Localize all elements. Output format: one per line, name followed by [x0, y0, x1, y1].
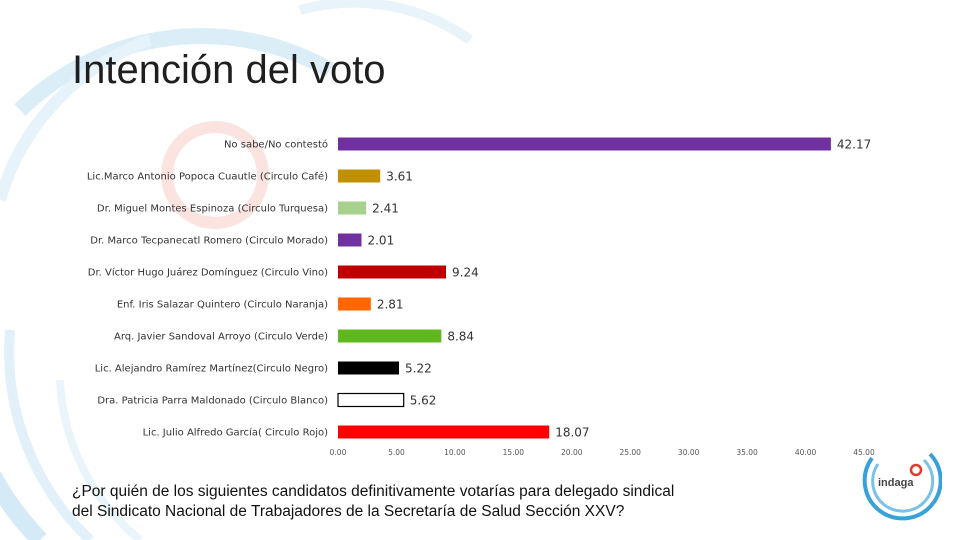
- x-tick-label: 40.00: [795, 448, 817, 457]
- category-label: Dr. Víctor Hugo Juárez Domínguez (Circul…: [88, 267, 328, 279]
- x-tick-label: 45.00: [853, 448, 875, 457]
- survey-question: ¿Por quién de los siguientes candidatos …: [72, 482, 792, 522]
- category-label: Dr. Miguel Montes Espinoza (Circulo Turq…: [97, 204, 328, 215]
- x-tick-label: 10.00: [444, 448, 466, 457]
- category-label: Arq. Javier Sandoval Arroyo (Circulo Ver…: [114, 332, 328, 343]
- data-label: 2.81: [377, 298, 404, 312]
- bar: [338, 297, 371, 311]
- data-label: 42.17: [837, 138, 871, 152]
- data-label: 5.22: [405, 362, 432, 376]
- bar: [338, 169, 381, 183]
- data-label: 18.07: [555, 426, 589, 440]
- x-tick-label: 25.00: [619, 448, 641, 457]
- data-label: 3.61: [386, 170, 413, 184]
- data-label: 9.24: [452, 266, 479, 280]
- bar-chart: No sabe/No contestó 42.17 Lic.Marco Antoni…: [87, 137, 875, 457]
- data-label: 2.01: [367, 234, 394, 248]
- x-tick-label: 15.00: [503, 448, 525, 457]
- bar: [338, 137, 831, 151]
- bar: [338, 425, 550, 439]
- category-label: Lic. Julio Alfredo García( Circulo Rojo): [143, 427, 329, 439]
- category-label: Dr. Marco Tecpanecatl Romero (Circulo Mo…: [90, 236, 328, 247]
- question-line-2: del Sindicato Nacional de Trabajadores d…: [72, 503, 625, 520]
- data-label: 5.62: [410, 394, 437, 408]
- x-tick-label: 30.00: [678, 448, 700, 457]
- data-label: 2.41: [372, 202, 399, 216]
- category-label: No sabe/No contestó: [224, 139, 328, 151]
- category-label: Lic.Marco Antonio Popoca Cuautle (Circul…: [87, 171, 328, 183]
- x-tick-label: 5.00: [388, 448, 405, 457]
- category-label: Enf. Iris Salazar Quintero (Circulo Nara…: [117, 300, 328, 311]
- bar: [338, 201, 367, 215]
- data-label: 8.84: [447, 330, 474, 344]
- bar: [338, 361, 400, 375]
- bar: [338, 265, 447, 279]
- question-line-1: ¿Por quién de los siguientes candidatos …: [72, 483, 675, 500]
- bar: [337, 392, 405, 408]
- page-title: Intención del voto: [72, 48, 386, 92]
- x-tick-label: 0.00: [330, 448, 347, 457]
- x-tick-label: 20.00: [561, 448, 583, 457]
- category-label: Dra. Patricia Parra Maldonado (Circulo B…: [97, 396, 328, 407]
- x-tick-label: 35.00: [736, 448, 758, 457]
- bar: [338, 329, 442, 343]
- category-label: Lic. Alejandro Ramírez Martínez(Circulo …: [95, 363, 328, 375]
- bar: [338, 233, 362, 247]
- indaga-logo: [862, 452, 942, 521]
- logo-text: indaga: [878, 477, 914, 489]
